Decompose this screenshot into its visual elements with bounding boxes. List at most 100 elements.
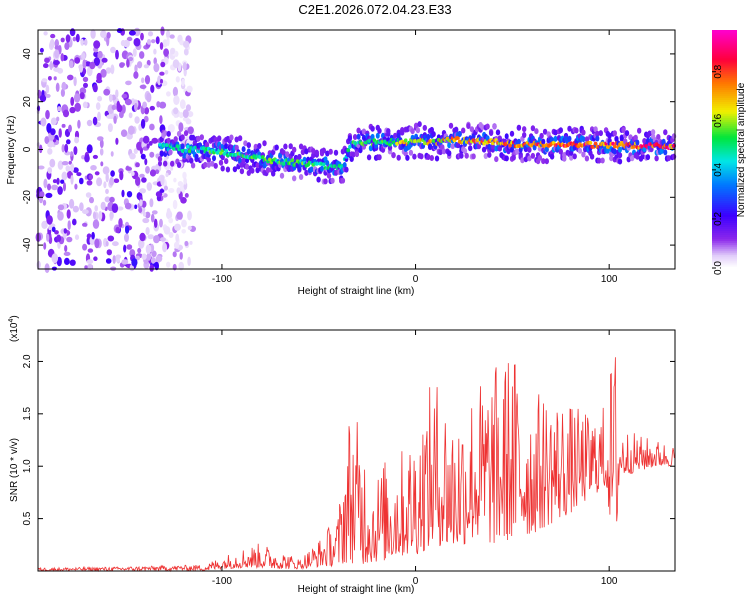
ridge-halo-cell: [504, 155, 509, 162]
noise-cell: [164, 70, 169, 75]
noise-cell: [39, 144, 43, 154]
ridge-halo-cell: [598, 130, 603, 137]
ridge-cell: [224, 143, 229, 150]
noise-cell: [116, 28, 123, 34]
noise-cell: [149, 123, 155, 131]
ridge-halo-cell: [589, 153, 595, 160]
noise-cell: [45, 192, 53, 198]
noise-cell: [186, 85, 193, 93]
noise-cell: [80, 38, 84, 46]
noise-cell: [47, 141, 54, 148]
noise-cell: [138, 238, 145, 249]
noise-cell: [89, 196, 94, 204]
noise-cell: [172, 59, 180, 69]
noise-cell: [143, 64, 150, 69]
noise-cell: [135, 162, 140, 168]
ridge-peak-cell: [613, 144, 617, 149]
ridge-cell: [320, 165, 324, 172]
colorbar-stripe: [712, 174, 737, 178]
ridge-cell: [309, 166, 314, 173]
noise-cell: [105, 172, 109, 183]
ridge-halo-cell: [213, 162, 218, 169]
noise-cell: [169, 34, 175, 39]
colorbar-tick-label: 0.0: [713, 261, 724, 275]
ridge-halo-cell: [553, 129, 558, 136]
noise-cell: [126, 58, 130, 68]
noise-cell: [150, 213, 155, 223]
noise-cell: [89, 61, 96, 70]
noise-cell: [57, 211, 64, 221]
snr-series: [37, 357, 676, 573]
noise-cell: [56, 177, 60, 185]
ridge-halo-cell: [180, 134, 185, 141]
ridge-halo-cell: [196, 135, 201, 142]
noise-cell: [56, 116, 60, 122]
noise-cell: [136, 141, 143, 151]
noise-cell: [115, 226, 120, 234]
noise-cell: [128, 56, 134, 62]
ridge-halo-cell: [574, 127, 579, 134]
ridge-halo-cell: [422, 124, 427, 131]
colorbar-stripe: [712, 228, 737, 231]
noise-cell: [181, 78, 185, 87]
ridge-peak-cell: [184, 148, 188, 153]
ridge-halo-cell: [480, 124, 485, 131]
noise-cell: [72, 167, 79, 174]
colorbar-stripe: [712, 166, 737, 170]
ridge-halo-cell: [237, 135, 243, 142]
figure-title: C2E1.2026.072.04.23.E33: [298, 2, 452, 17]
noise-cell: [86, 233, 92, 239]
colorbar-stripe: [712, 160, 737, 164]
x-tick-label: 0: [413, 274, 419, 285]
ridge-halo-cell: [204, 141, 210, 148]
ridge-halo-cell: [298, 174, 304, 180]
ridge-peak-cell: [268, 157, 272, 162]
noise-cell: [49, 38, 55, 49]
ridge-halo-cell: [429, 155, 434, 161]
noise-cell: [70, 163, 75, 173]
noise-cell: [146, 252, 152, 261]
colorbar-stripe: [712, 53, 737, 57]
noise-cell: [149, 264, 154, 272]
colorbar-stripe: [712, 252, 737, 255]
snr-frame: [37, 329, 676, 572]
noise-cell: [146, 182, 152, 191]
colorbar-stripe: [712, 143, 737, 146]
noise-cell: [181, 229, 186, 234]
ridge-halo-cell: [377, 127, 382, 134]
colorbar-stripe: [712, 39, 737, 43]
noise-cell: [110, 64, 115, 75]
ridge-halo-cell: [419, 153, 424, 160]
noise-cell: [168, 188, 175, 193]
noise-cell: [160, 175, 165, 186]
ridge-halo-cell: [455, 142, 461, 149]
ridge-halo-cell: [229, 134, 234, 141]
colorbar-stripe: [712, 113, 737, 116]
noise-cell: [107, 235, 115, 242]
noise-cell: [91, 231, 95, 240]
ridge-halo-cell: [330, 177, 335, 184]
noise-cell: [151, 39, 156, 44]
noise-cell: [92, 83, 98, 93]
ridge-halo-cell: [274, 144, 279, 151]
ridge-halo-cell: [624, 130, 630, 137]
ridge-cell: [159, 150, 164, 157]
noise-cell: [78, 64, 84, 73]
noise-cell: [106, 36, 110, 47]
snr-axes: -100 0 100 0.5 1.0 1.5 2.0: [22, 330, 675, 587]
noise-cell: [69, 198, 75, 209]
ridge-peak-cell: [175, 144, 180, 149]
noise-cell: [137, 247, 142, 254]
colorbar-stripe: [712, 133, 737, 136]
snr-panel: -100 0 100 0.5 1.0 1.5 2.0 Height of straight …: [8, 315, 676, 595]
ridge-halo-cell: [206, 161, 211, 168]
colorbar-stripe: [712, 59, 737, 63]
noise-cell: [129, 153, 136, 160]
noise-cell: [69, 259, 76, 266]
noise-cell: [41, 220, 48, 229]
colorbar-stripe: [712, 147, 737, 150]
colorbar-tick-label: 0.4: [713, 162, 724, 176]
noise-cell: [187, 126, 194, 135]
ridge-halo-cell: [352, 134, 358, 140]
colorbar-stripe: [712, 232, 737, 235]
